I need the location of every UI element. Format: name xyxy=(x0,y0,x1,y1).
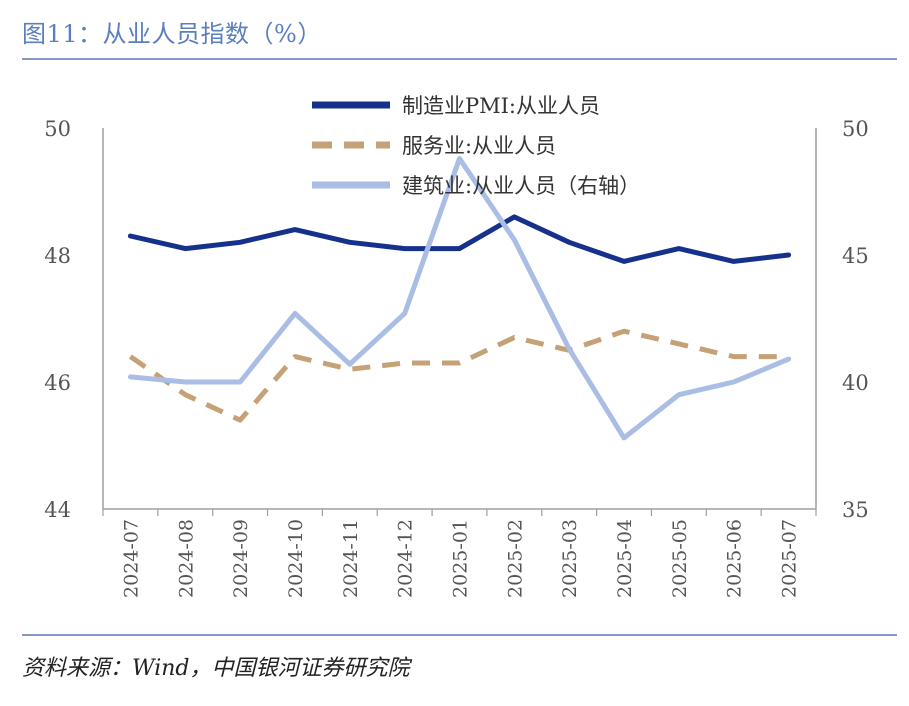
x-tick-label: 2024-09 xyxy=(230,519,252,598)
employment-index-chart: 44 46 48 50 35 40 45 50 2024-07 2024-08 2024-09 202… xyxy=(44,94,869,598)
series-line xyxy=(127,214,792,264)
bottom-rule xyxy=(22,634,897,636)
figure-title: 图11：从业人员指数（%） xyxy=(22,20,322,48)
x-tick-label: 2025-05 xyxy=(669,519,691,598)
x-tick-label: 2025-04 xyxy=(614,519,636,598)
left-tick-label: 48 xyxy=(44,244,71,268)
x-tick-label: 2024-11 xyxy=(340,519,362,598)
right-tick-label: 35 xyxy=(842,498,869,522)
source-note: 资料来源：Wind，中国银河证券研究院 xyxy=(22,656,410,681)
x-tick-label: 2024-12 xyxy=(395,519,417,598)
x-tick-label: 2025-01 xyxy=(450,519,472,598)
x-tick-label: 2025-06 xyxy=(724,519,746,598)
series-line xyxy=(128,328,789,423)
left-tick-label: 50 xyxy=(44,117,71,141)
legend-label: 制造业PMI:从业人员 xyxy=(402,94,600,118)
legend-label: 服务业:从业人员 xyxy=(402,134,556,158)
x-tick-label: 2024-07 xyxy=(120,519,142,598)
x-tick-label: 2025-03 xyxy=(559,519,581,598)
x-tick-label: 2025-07 xyxy=(779,519,801,598)
right-tick-label: 50 xyxy=(842,117,869,141)
right-tick-label: 45 xyxy=(842,244,869,268)
x-tick-label: 2024-10 xyxy=(285,519,307,598)
x-tick-label: 2024-08 xyxy=(175,519,197,598)
legend-label: 建筑业:从业人员（右轴） xyxy=(402,174,640,198)
right-tick-label: 40 xyxy=(842,371,869,395)
series-line xyxy=(127,156,792,441)
x-tick-label: 2025-02 xyxy=(504,519,526,598)
top-rule xyxy=(22,58,897,60)
left-tick-label: 46 xyxy=(44,371,71,395)
left-tick-label: 44 xyxy=(44,498,71,522)
